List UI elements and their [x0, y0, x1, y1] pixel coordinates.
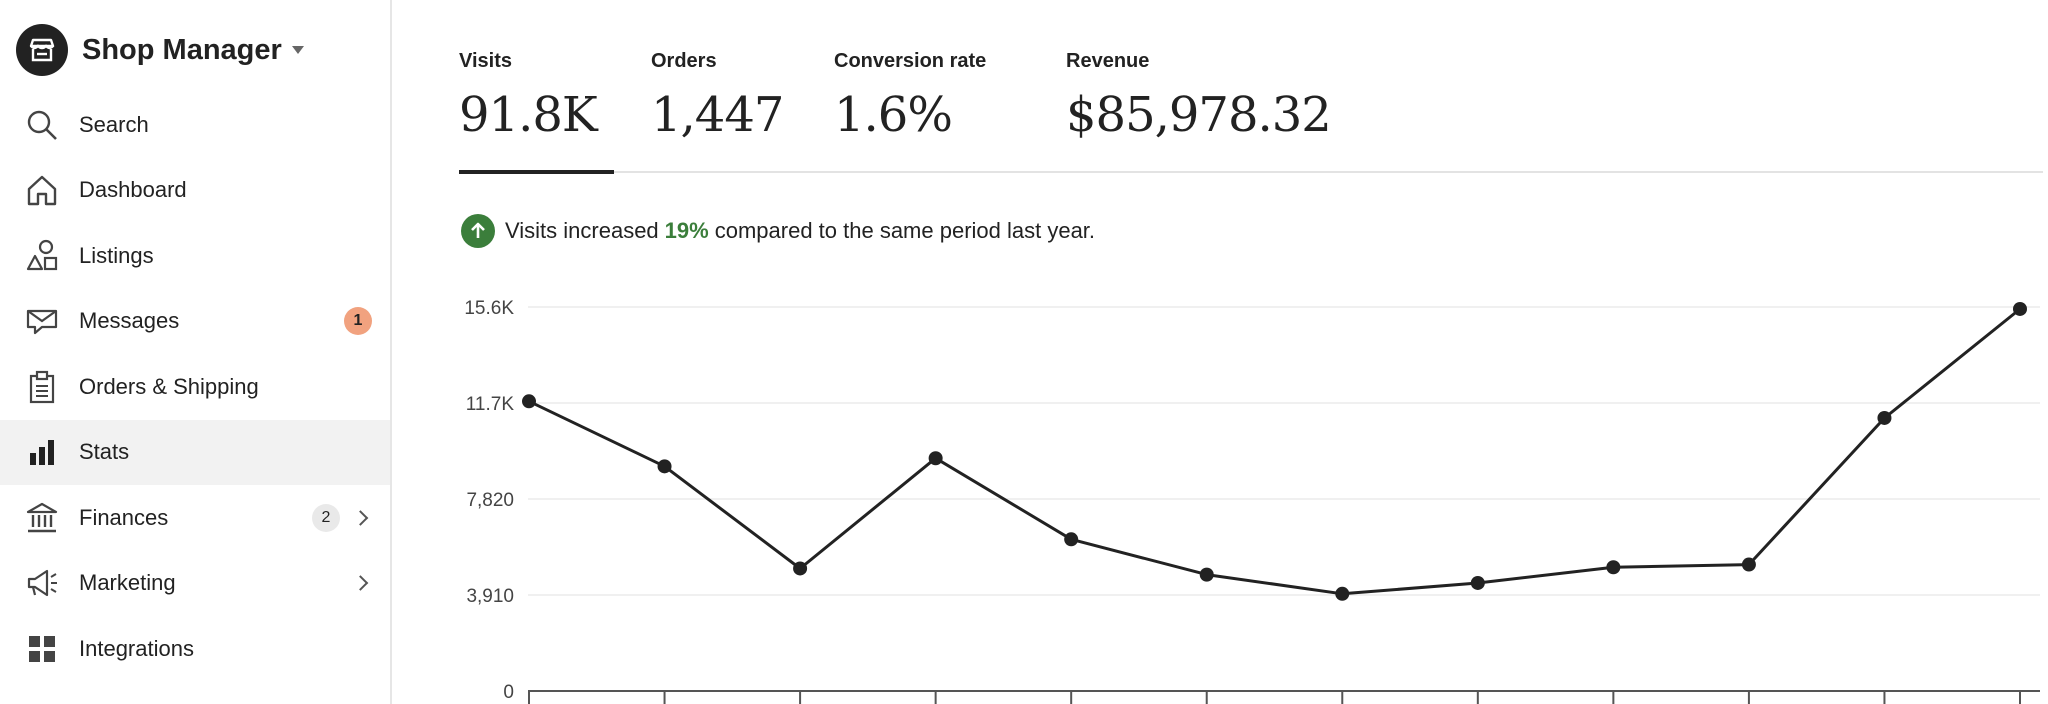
sidebar-item-label: Marketing [79, 570, 176, 596]
sidebar-item-finances[interactable]: Finances 2 [0, 485, 390, 551]
metric-value: 1.6% [834, 87, 953, 143]
sidebar-item-label: Messages [79, 308, 180, 334]
metric-label: Revenue [1066, 50, 1150, 72]
tabs-divider [459, 171, 2043, 173]
home-icon [24, 172, 60, 208]
sidebar-item-label: Search [79, 111, 149, 137]
chevron-right-icon [352, 575, 369, 592]
sidebar: Shop Manager Search Dashboard Listings [0, 0, 392, 704]
shop-manager-title: Shop Manager [82, 33, 282, 66]
metrics-tabs: Visits 91.8K Orders 1,447 Conversion rat… [459, 50, 2043, 174]
metric-label: Orders [651, 50, 717, 72]
y-tick-label: 7,820 [466, 490, 514, 511]
data-point[interactable] [1199, 567, 1214, 582]
series-line [528, 307, 2021, 596]
data-point[interactable] [793, 561, 808, 576]
sidebar-item-search[interactable]: Search [0, 92, 390, 158]
sidebar-item-label: Integrations [79, 635, 194, 661]
insight-prefix: Visits increased [505, 218, 659, 243]
sidebar-item-label: Listings [79, 242, 154, 268]
tab-visits[interactable]: Visits 91.8K [459, 50, 598, 143]
messages-count-badge: 1 [344, 307, 372, 336]
search-icon [24, 107, 60, 143]
data-point[interactable] [2013, 301, 2027, 316]
chevron-right-icon [352, 509, 369, 526]
arrow-up-icon [461, 214, 495, 248]
grid-icon [24, 631, 60, 667]
tab-conversion-rate[interactable]: Conversion rate 1.6% [834, 50, 986, 143]
tab-revenue[interactable]: Revenue $85,978.32 [1066, 50, 1332, 143]
y-tick-label: 15.6K [464, 298, 514, 319]
insight-percent: 19% [664, 218, 709, 243]
data-point[interactable] [1335, 586, 1350, 601]
y-tick-label: 3,910 [466, 586, 514, 607]
shapes-icon [24, 238, 60, 274]
shop-logo-icon [16, 24, 68, 76]
data-point[interactable] [1470, 575, 1485, 590]
finances-count-badge: 2 [312, 503, 340, 532]
metric-value: 91.8K [459, 87, 598, 143]
sidebar-item-messages[interactable]: Messages 1 [0, 289, 390, 355]
sidebar-item-label: Stats [79, 439, 130, 465]
data-point[interactable] [657, 459, 672, 474]
clipboard-icon [24, 369, 60, 405]
visits-line-chart: 0 3,910 7,820 11.7K 15.6K [464, 298, 2040, 704]
envelope-icon [24, 303, 60, 339]
sidebar-item-integrations[interactable]: Integrations [0, 616, 390, 682]
visits-insight: Visits increased 19% compared to the sam… [461, 214, 1095, 248]
sidebar-item-listings[interactable]: Listings [0, 223, 390, 289]
metric-value: $85,978.32 [1066, 87, 1332, 143]
y-tick-label: 11.7K [466, 394, 515, 415]
data-point[interactable] [1606, 560, 1621, 575]
caret-down-icon [291, 46, 304, 54]
data-point[interactable] [928, 451, 943, 466]
sidebar-item-label: Finances [79, 504, 169, 530]
bank-icon [24, 500, 60, 536]
metric-label: Conversion rate [834, 50, 987, 72]
bar-chart-icon [24, 434, 60, 470]
insight-suffix: compared to the same period last year. [714, 218, 1096, 243]
data-point[interactable] [522, 394, 536, 409]
sidebar-item-stats[interactable]: Stats [0, 419, 390, 485]
tab-orders[interactable]: Orders 1,447 [651, 50, 784, 143]
shop-manager-menu[interactable]: Shop Manager [16, 24, 304, 76]
data-point[interactable] [1064, 532, 1079, 547]
y-tick-label: 0 [503, 682, 514, 703]
data-point[interactable] [1877, 410, 1892, 425]
megaphone-icon [24, 565, 60, 601]
sidebar-item-label: Dashboard [79, 177, 187, 203]
metric-label: Visits [459, 50, 512, 72]
sidebar-nav: Search Dashboard Listings Messages 1 O [0, 92, 390, 682]
data-point[interactable] [1741, 557, 1756, 572]
sidebar-item-label: Orders & Shipping [79, 373, 259, 399]
sidebar-item-dashboard[interactable]: Dashboard [0, 158, 390, 224]
metric-value: 1,447 [651, 87, 784, 143]
sidebar-item-orders-shipping[interactable]: Orders & Shipping [0, 354, 390, 420]
sidebar-item-marketing[interactable]: Marketing [0, 551, 390, 617]
active-tab-indicator [459, 170, 614, 174]
